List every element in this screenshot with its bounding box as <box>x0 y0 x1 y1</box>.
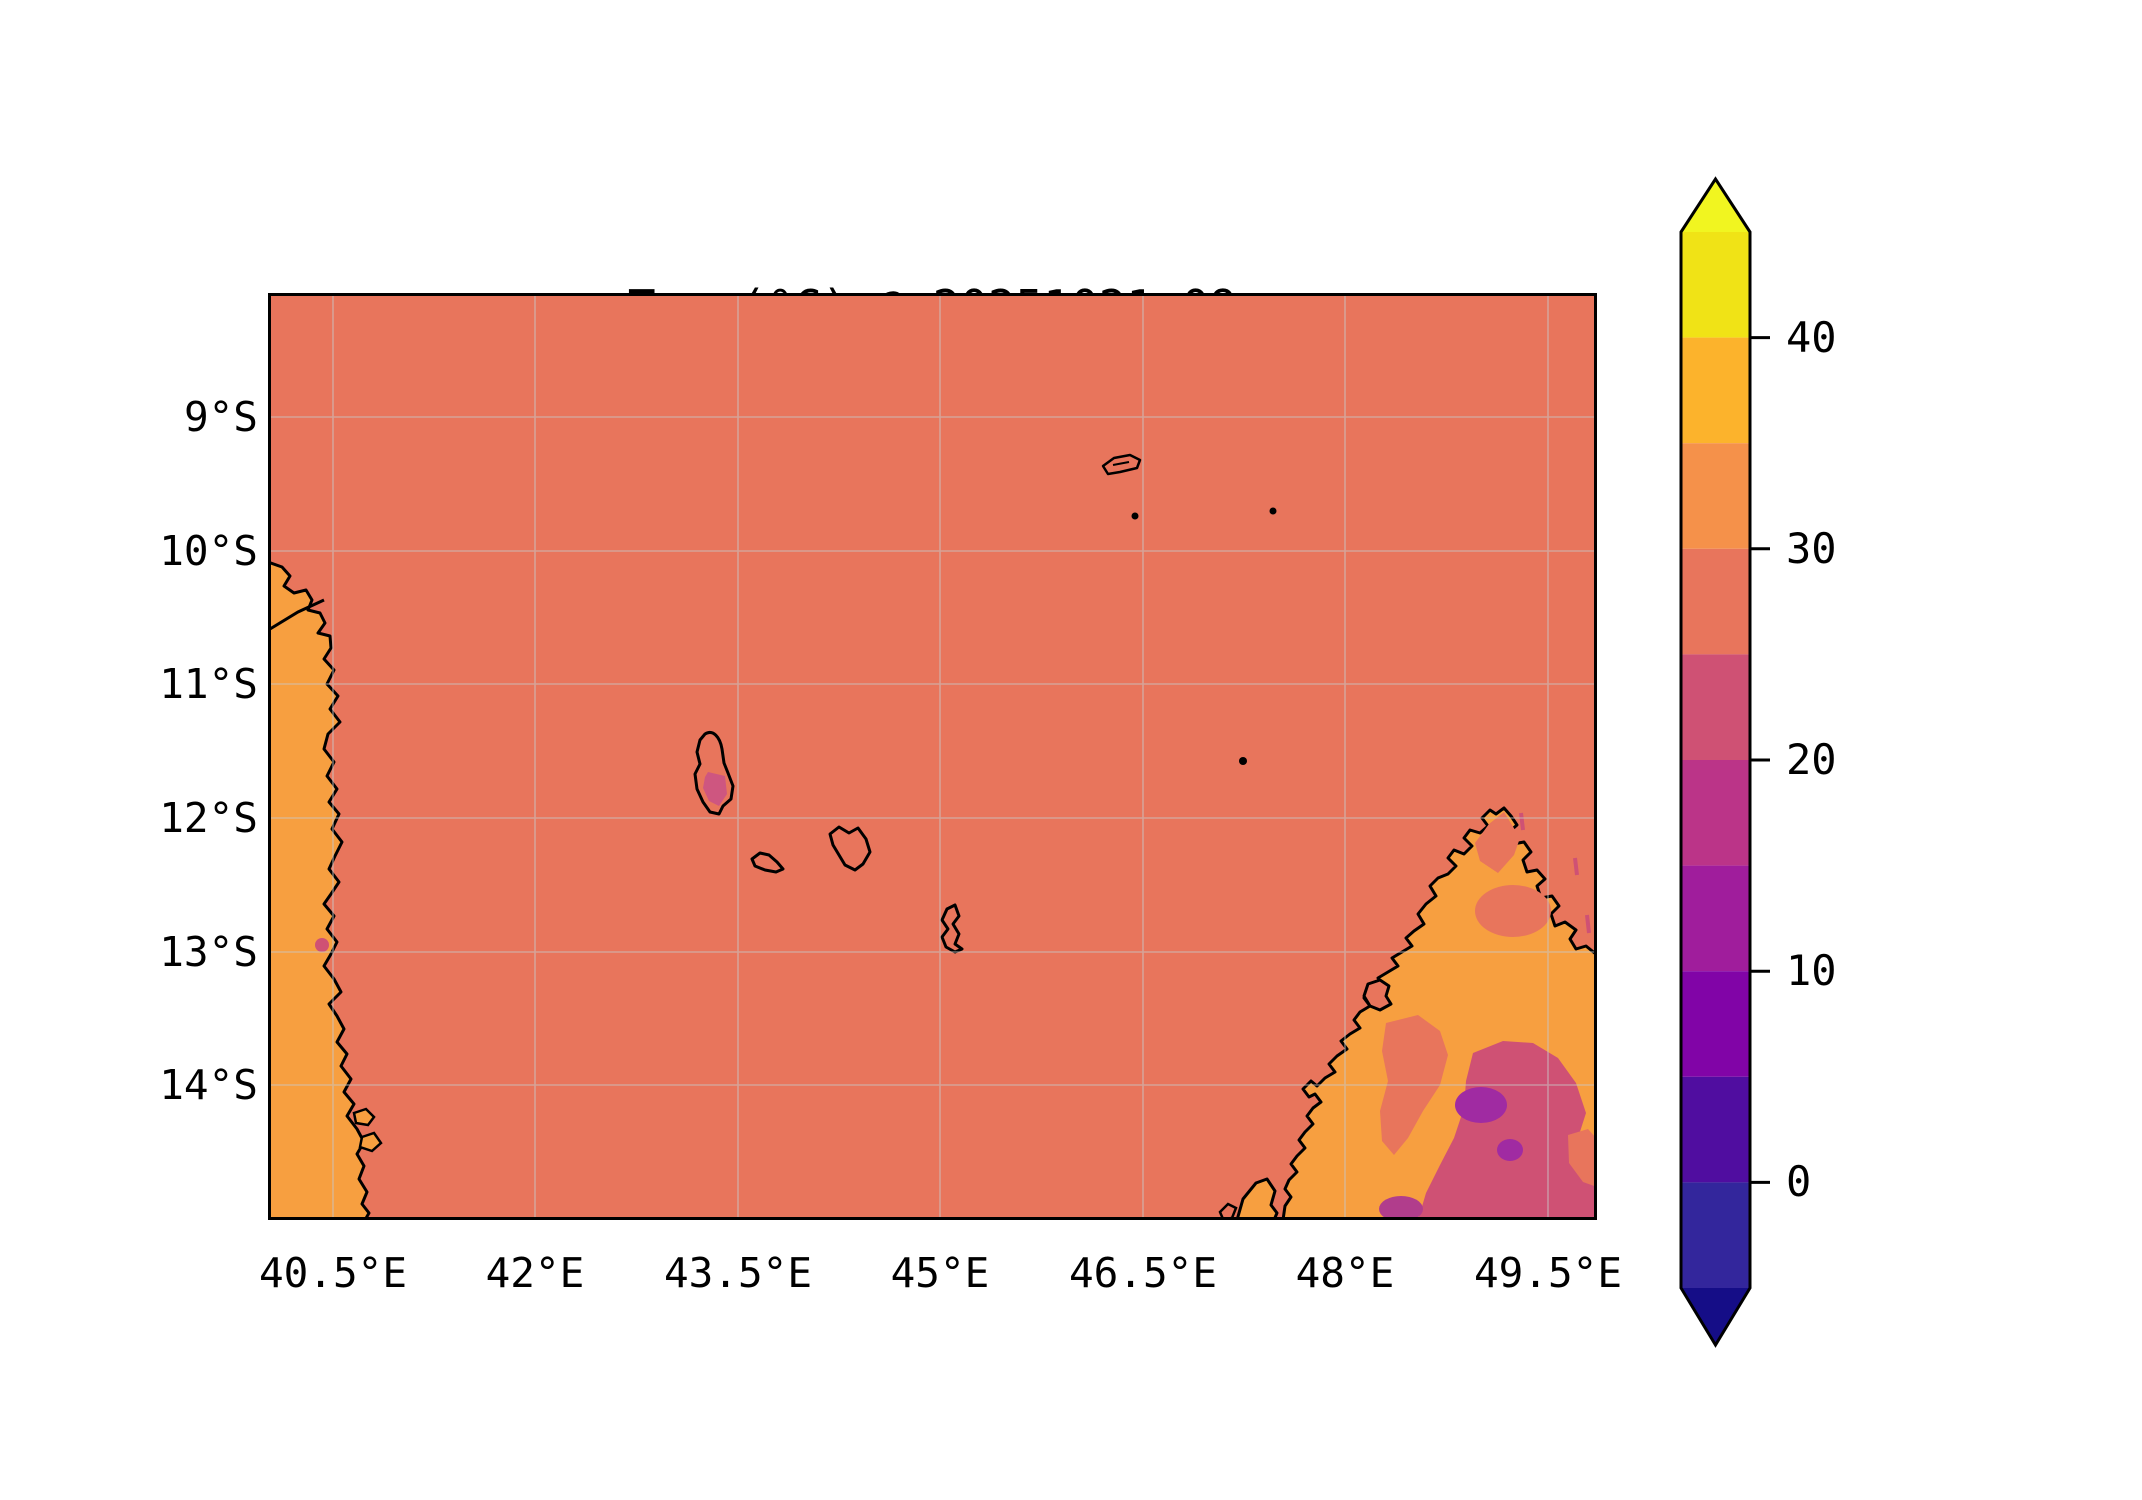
x-tick-label-42e: 42°E <box>485 1249 585 1297</box>
colorbar-band-10-15 <box>1681 865 1750 972</box>
nosy-be-island <box>1362 978 1393 1012</box>
colorbar-tick-labels: 40 30 20 10 0 <box>1786 313 1837 1206</box>
x-tick-label-48e: 48°E <box>1295 1249 1395 1297</box>
grande-comore-cool-patch <box>703 772 727 806</box>
colorbar-band-25-30 <box>1681 548 1750 655</box>
offshore-pink-sliver-1 <box>1519 812 1525 831</box>
colorbar-extend-top-triangle <box>1681 179 1750 232</box>
africa-border-river-line <box>269 598 325 631</box>
y-tick-label-13s: 13°S <box>159 928 258 976</box>
madagascar-magenta-blob-south <box>1379 1196 1423 1222</box>
colorbar-label-40: 40 <box>1786 313 1837 362</box>
islet-dot-glorioso <box>1239 757 1247 765</box>
colorbar-svg: 40 30 20 10 0 <box>1679 176 1837 1348</box>
madagascar-purple-blob-1 <box>1455 1087 1507 1123</box>
y-tick-label-14s: 14°S <box>159 1061 258 1109</box>
madagascar-ne-salmon-patch <box>1475 885 1551 937</box>
colorbar-band-20-25 <box>1681 654 1750 760</box>
mayotte-island <box>940 903 964 954</box>
y-tick-label-12s: 12°S <box>159 794 258 842</box>
y-tick-label-11s: 11°S <box>159 660 258 708</box>
colorbar-band-35-40 <box>1681 337 1750 444</box>
moheli-island <box>750 851 785 874</box>
colorbar-label-0: 0 <box>1786 1157 1811 1206</box>
colorbar-band-15-20 <box>1681 760 1750 866</box>
map-svg <box>266 293 1599 1222</box>
quirimbas-islet-1 <box>352 1107 376 1127</box>
x-tick-label-46-5e: 46.5°E <box>1068 1249 1218 1297</box>
x-tick-label-49-5e: 49.5°E <box>1473 1249 1623 1297</box>
colorbar-band-5-10 <box>1681 971 1750 1077</box>
colorbar-band-m5-0 <box>1681 1182 1750 1288</box>
colorbar-label-30: 30 <box>1786 524 1837 573</box>
colorbar-label-10: 10 <box>1786 946 1837 995</box>
madagascar-east-salmon-blob <box>1568 1129 1597 1187</box>
madagascar-purple-blob-2 <box>1497 1139 1523 1161</box>
colorbar-tick-marks <box>1750 336 1770 1184</box>
africa-coast-cool-spot <box>315 938 329 952</box>
plot-border <box>268 293 1597 1220</box>
colorbar-label-20: 20 <box>1786 735 1837 784</box>
africa-land-fill <box>266 560 371 1222</box>
colorbar-extend-bottom-triangle <box>1681 1288 1750 1345</box>
islet-dot-2 <box>1269 507 1277 515</box>
x-tick-label-43-5e: 43.5°E <box>663 1249 813 1297</box>
map-plot-area <box>266 293 1599 1222</box>
islet-dot-1 <box>1131 512 1139 520</box>
aldabra-lagoon-line <box>1112 461 1130 466</box>
offshore-pink-sliver-2 <box>1573 857 1579 876</box>
offshore-pink-sliver-3 <box>1585 914 1591 934</box>
colorbar-band-0-5 <box>1681 1076 1750 1183</box>
aldabra-atoll-outline <box>1101 453 1142 476</box>
x-tick-label-45e: 45°E <box>890 1249 990 1297</box>
madagascar-tip-salmon-patch <box>1475 812 1520 873</box>
graticule-gridlines <box>268 293 1597 1220</box>
colorbar: 40 30 20 10 0 <box>1660 165 1960 1375</box>
colorbar-band-40-45 <box>1681 232 1750 338</box>
x-tick-label-40-5e: 40.5°E <box>258 1249 408 1297</box>
quirimbas-islet-2 <box>358 1131 383 1153</box>
colorbar-outline <box>1679 176 1752 1348</box>
y-tick-label-10s: 10°S <box>159 527 258 575</box>
y-tick-label-9s: 9°S <box>183 393 258 441</box>
anjouan-island <box>828 825 872 872</box>
colorbar-band-30-35 <box>1681 443 1750 549</box>
